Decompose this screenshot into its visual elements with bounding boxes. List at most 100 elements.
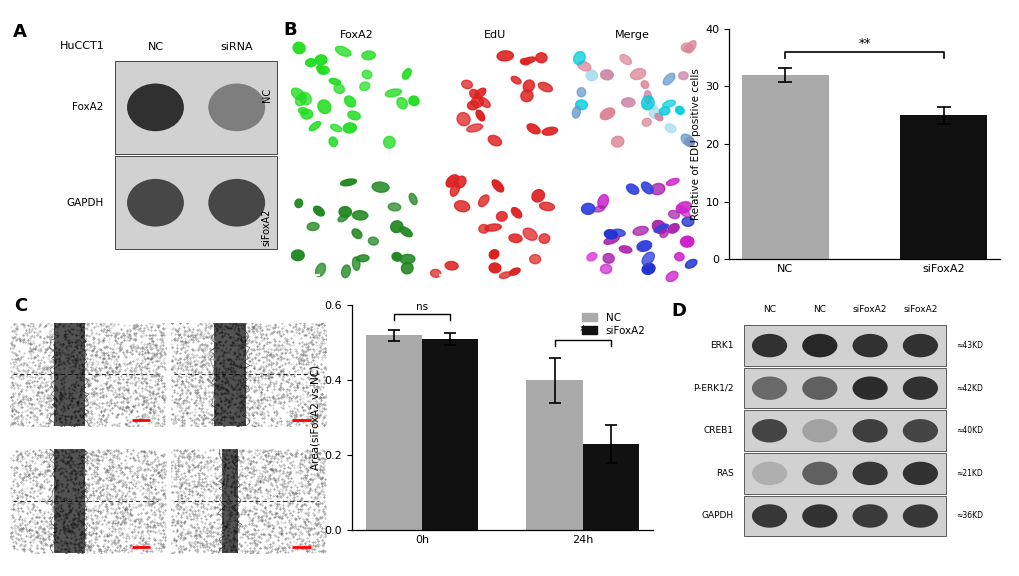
Text: D: D xyxy=(671,302,686,320)
Ellipse shape xyxy=(318,100,330,113)
Ellipse shape xyxy=(372,182,388,192)
Ellipse shape xyxy=(630,69,645,79)
Legend: NC, siFoxA2: NC, siFoxA2 xyxy=(579,310,647,338)
Ellipse shape xyxy=(577,62,590,71)
Ellipse shape xyxy=(801,419,837,442)
Ellipse shape xyxy=(329,78,340,85)
Ellipse shape xyxy=(333,84,344,93)
Ellipse shape xyxy=(801,504,837,528)
Ellipse shape xyxy=(600,108,614,120)
Ellipse shape xyxy=(902,334,937,357)
Y-axis label: Relative of EDU positive cells: Relative of EDU positive cells xyxy=(691,68,701,220)
Ellipse shape xyxy=(852,462,887,485)
Ellipse shape xyxy=(317,65,325,73)
Ellipse shape xyxy=(362,70,372,79)
Text: ns: ns xyxy=(416,302,428,312)
Ellipse shape xyxy=(352,229,362,238)
Ellipse shape xyxy=(391,252,401,261)
Ellipse shape xyxy=(520,59,529,65)
Ellipse shape xyxy=(488,135,501,146)
Ellipse shape xyxy=(633,226,647,235)
Ellipse shape xyxy=(642,104,656,110)
Ellipse shape xyxy=(652,221,666,234)
Text: NC: NC xyxy=(148,41,163,52)
Ellipse shape xyxy=(642,118,650,126)
Ellipse shape xyxy=(641,252,654,265)
Ellipse shape xyxy=(542,127,557,135)
Text: HuCCT1: HuCCT1 xyxy=(60,41,104,51)
Ellipse shape xyxy=(852,334,887,357)
Ellipse shape xyxy=(801,462,837,485)
Title: FoxA2: FoxA2 xyxy=(339,29,374,40)
Ellipse shape xyxy=(653,224,667,232)
Ellipse shape xyxy=(409,194,417,204)
Ellipse shape xyxy=(299,108,308,115)
Ellipse shape xyxy=(496,211,506,221)
Ellipse shape xyxy=(445,175,459,187)
Ellipse shape xyxy=(597,195,608,209)
Ellipse shape xyxy=(511,207,521,218)
Ellipse shape xyxy=(401,262,413,274)
Ellipse shape xyxy=(474,88,485,98)
Text: NC: NC xyxy=(262,88,272,102)
Ellipse shape xyxy=(662,100,675,108)
Ellipse shape xyxy=(523,80,534,92)
Text: B: B xyxy=(283,21,297,39)
Ellipse shape xyxy=(454,200,469,212)
Ellipse shape xyxy=(641,96,653,110)
Ellipse shape xyxy=(685,138,693,146)
Ellipse shape xyxy=(685,259,696,268)
Ellipse shape xyxy=(902,462,937,485)
Ellipse shape xyxy=(521,90,533,102)
Ellipse shape xyxy=(801,377,837,400)
Ellipse shape xyxy=(602,253,613,263)
Text: ≈43KD: ≈43KD xyxy=(955,341,982,350)
Ellipse shape xyxy=(683,44,692,52)
Ellipse shape xyxy=(681,43,692,52)
Ellipse shape xyxy=(751,462,787,485)
Ellipse shape xyxy=(467,101,478,110)
Ellipse shape xyxy=(499,272,511,278)
Text: GAPDH: GAPDH xyxy=(701,511,734,521)
Ellipse shape xyxy=(344,96,356,107)
Ellipse shape xyxy=(681,134,694,146)
Ellipse shape xyxy=(641,182,652,194)
Ellipse shape xyxy=(620,55,631,65)
Ellipse shape xyxy=(852,504,887,528)
Text: ≈42KD: ≈42KD xyxy=(955,384,982,393)
Ellipse shape xyxy=(575,100,587,109)
Ellipse shape xyxy=(476,110,484,121)
Text: siFoxA2: siFoxA2 xyxy=(262,209,272,246)
Ellipse shape xyxy=(659,230,667,237)
Ellipse shape xyxy=(678,206,689,217)
Ellipse shape xyxy=(341,265,350,278)
Ellipse shape xyxy=(751,504,787,528)
Ellipse shape xyxy=(586,70,597,81)
Ellipse shape xyxy=(521,57,535,64)
Ellipse shape xyxy=(902,377,937,400)
Ellipse shape xyxy=(626,184,638,194)
Ellipse shape xyxy=(675,106,684,115)
Bar xyxy=(422,339,478,530)
Ellipse shape xyxy=(751,419,787,442)
Ellipse shape xyxy=(317,66,329,74)
Ellipse shape xyxy=(538,234,549,244)
Ellipse shape xyxy=(902,504,937,528)
Ellipse shape xyxy=(594,206,604,212)
Ellipse shape xyxy=(444,262,458,270)
Ellipse shape xyxy=(294,199,303,207)
Ellipse shape xyxy=(399,255,415,264)
Ellipse shape xyxy=(296,93,307,106)
Ellipse shape xyxy=(489,250,498,259)
Ellipse shape xyxy=(577,88,585,97)
Text: NC: NC xyxy=(812,305,825,314)
Ellipse shape xyxy=(902,419,937,442)
Bar xyxy=(744,368,945,408)
Ellipse shape xyxy=(330,124,341,132)
Ellipse shape xyxy=(479,97,490,108)
Ellipse shape xyxy=(362,51,375,60)
Ellipse shape xyxy=(430,270,440,277)
Bar xyxy=(582,444,639,530)
Ellipse shape xyxy=(680,236,693,247)
Ellipse shape xyxy=(581,203,594,214)
